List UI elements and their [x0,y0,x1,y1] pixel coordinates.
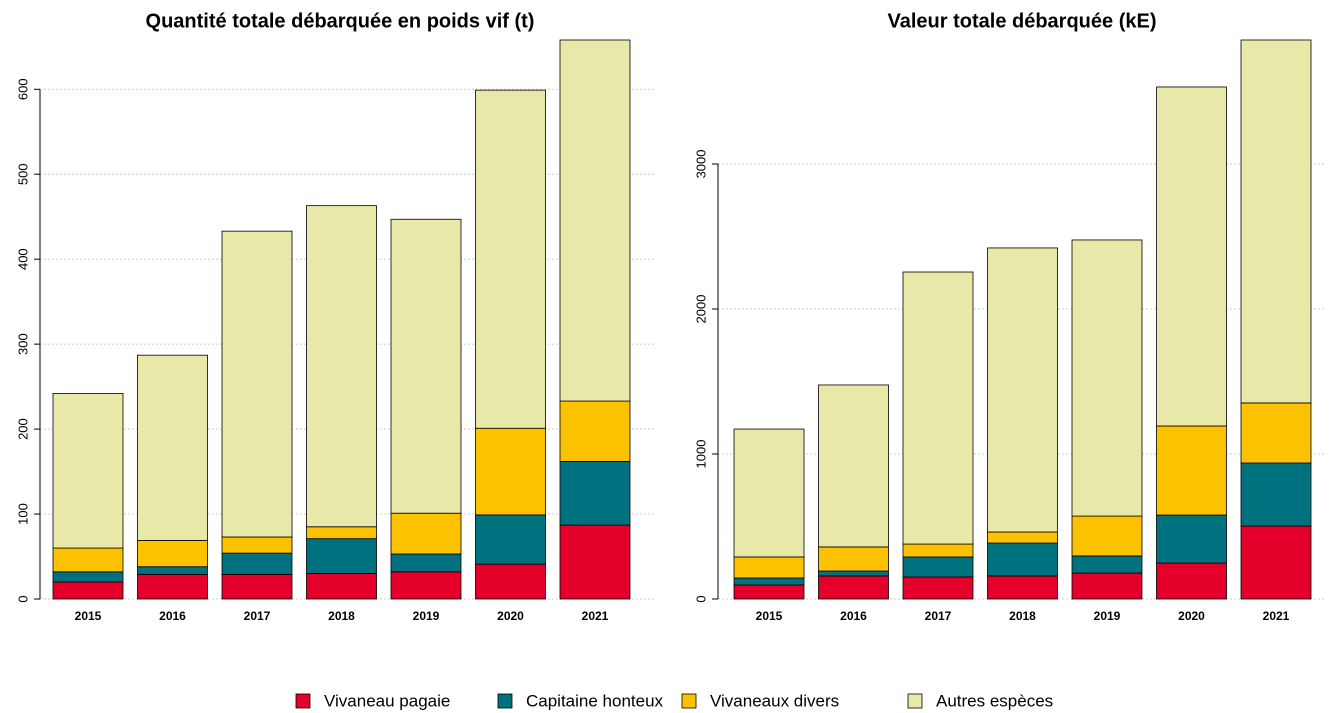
bar-segment [1240,402,1312,464]
legend-swatch [907,693,923,709]
bar-segment [1240,525,1312,600]
legend-label: Capitaine honteux [526,691,664,710]
x-tick-label: 2018 [328,609,355,623]
bar-segment [1156,514,1227,564]
bar-segment [902,271,974,545]
chart-title: Quantité totale débarquée en poids vif (… [146,10,535,32]
bar-segment [221,573,293,600]
bar-segment [733,577,805,586]
bar-segment [733,428,805,558]
bar-segment [559,524,631,600]
bar-segment [390,553,462,573]
bar-segment [1156,86,1227,427]
y-tick-label: 200 [15,418,30,440]
bar-segment [733,556,805,579]
y-tick-label: 1000 [693,440,708,469]
bar-segment [818,546,889,572]
bar-segment [1156,425,1227,516]
bar-segment [221,536,293,554]
bar-segment [390,571,462,600]
x-tick-label: 2016 [159,609,186,623]
x-tick-label: 2020 [1178,609,1205,623]
bar-segment [52,393,124,549]
legend-label: Vivaneau pagaie [324,691,450,710]
bar-segment [1071,239,1143,517]
x-tick-label: 2021 [1263,609,1290,623]
x-tick-label: 2018 [1009,609,1036,623]
legend-label: Vivaneaux divers [710,691,839,710]
bar-segment [818,570,889,577]
bar-segment [390,512,462,555]
bar-segment [390,218,462,514]
bar-segment [902,543,974,558]
legend-swatch [295,693,311,709]
y-tick-label: 2000 [693,295,708,324]
bar-segment [1071,555,1143,574]
bar-segment [987,531,1058,544]
bar-segment [987,542,1058,577]
y-tick-label: 600 [15,78,30,100]
bar-segment [1240,462,1312,527]
bar-segment [733,584,805,600]
bar-segment [137,573,208,600]
bar-segment [475,563,546,600]
x-tick-label: 2021 [582,609,609,623]
bar-segment [902,576,974,600]
bar-segment [52,571,124,583]
bar-segment [221,230,293,538]
y-tick-label: 500 [15,163,30,185]
y-tick-label: 100 [15,503,30,525]
bar-segment [52,547,124,573]
bar-segment [987,247,1058,533]
bar-segment [559,39,631,402]
y-tick-label: 400 [15,248,30,270]
y-tick-label: 3000 [693,150,708,179]
bar-segment [475,514,546,565]
bar-segment [137,566,208,575]
bar-segment [559,460,631,526]
y-tick-label: 300 [15,333,30,355]
chart-title: Valeur totale débarquée (kE) [888,10,1157,32]
x-tick-label: 2019 [1094,609,1121,623]
bar-segment [1071,515,1143,557]
bar-segment [902,556,974,578]
x-tick-label: 2020 [497,609,524,623]
bar-segment [1071,572,1143,600]
x-tick-label: 2016 [840,609,867,623]
bar-segment [1156,562,1227,600]
x-tick-label: 2017 [925,609,952,623]
bar-segment [137,354,208,541]
bar-segment [818,575,889,600]
x-tick-label: 2017 [244,609,271,623]
bar-segment [987,575,1058,600]
x-tick-label: 2015 [756,609,783,623]
bar-segment [221,552,293,575]
bar-segment [137,539,208,568]
legend-swatch [497,693,513,709]
bar-segment [306,526,377,540]
bar-segment [52,581,124,600]
legend-label: Autres espèces [936,691,1053,710]
x-tick-label: 2019 [413,609,440,623]
bar-segment [475,427,546,516]
bar-segment [306,205,377,528]
bar-segment [559,400,631,462]
y-tick-label: 0 [15,595,30,602]
y-tick-label: 0 [693,595,708,602]
bar-segment [306,573,377,600]
bar-segment [1240,39,1312,404]
bar-segment [818,384,889,548]
bar-segment [306,538,377,574]
x-tick-label: 2015 [75,609,102,623]
bar-segment [475,89,546,429]
legend-swatch [681,693,697,709]
